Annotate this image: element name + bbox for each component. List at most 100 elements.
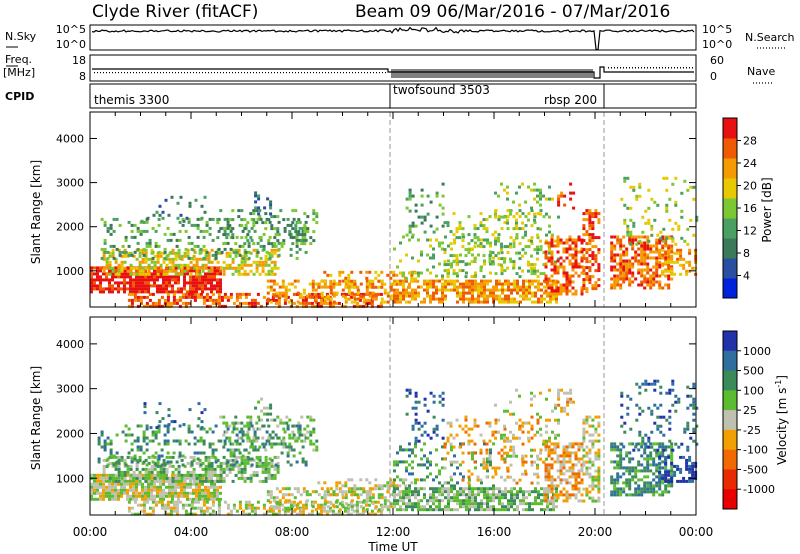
velocity-cell: [153, 479, 156, 483]
power-cell: [187, 235, 191, 239]
velocity-cell: [438, 493, 441, 497]
power-cell: [235, 235, 239, 239]
power-cell: [543, 291, 546, 295]
power-cell: [244, 253, 248, 257]
velocity-cell: [208, 442, 212, 446]
power-cell: [501, 297, 504, 301]
power-cell: [477, 297, 480, 301]
power-cell: [582, 281, 586, 285]
velocity-cell: [117, 494, 120, 498]
velocity-cell: [214, 424, 218, 428]
power-cell: [507, 282, 510, 286]
power-cell: [216, 218, 220, 222]
power-cell: [168, 257, 172, 261]
power-cell: [293, 285, 297, 289]
power-cell: [462, 300, 465, 304]
power-cell: [426, 238, 429, 242]
power-cell: [151, 304, 155, 308]
velocity-cell: [250, 463, 254, 467]
velocity-cell: [141, 485, 144, 489]
velocity-cell: [223, 442, 227, 446]
velocity-cell: [240, 467, 244, 471]
power-cell: [284, 291, 288, 295]
power-cell: [145, 244, 149, 248]
power-cell: [616, 268, 620, 272]
power-cell: [151, 292, 155, 296]
power-cell: [196, 235, 200, 239]
nave-dot: [355, 72, 356, 74]
velocity-cell: [393, 502, 396, 506]
power-cell: [408, 285, 411, 289]
power-cell: [470, 260, 474, 264]
power-cell: [189, 281, 192, 285]
power-cell: [241, 244, 245, 248]
power-cell: [123, 290, 126, 294]
power-cell: [483, 291, 486, 295]
velocity-cell: [190, 503, 194, 507]
power-cell: [405, 233, 409, 237]
power-cell: [534, 279, 537, 283]
velocity-cell: [464, 430, 468, 434]
power-cell: [673, 260, 677, 264]
power-cell: [661, 235, 665, 239]
velocity-cell: [168, 494, 171, 498]
velocity-cell: [371, 487, 375, 491]
power-cell: [494, 212, 497, 216]
velocity-cell: [489, 508, 492, 512]
power-cell: [253, 229, 257, 233]
power-cell: [503, 260, 506, 264]
y-tick-label: 4000: [56, 132, 84, 145]
power-cell: [270, 227, 274, 231]
power-x-ticks: [89, 112, 697, 307]
power-cell: [159, 251, 163, 255]
power-cell: [192, 284, 195, 288]
velocity-cell: [165, 479, 168, 483]
velocity-cell: [305, 493, 309, 497]
power-cell: [301, 235, 305, 239]
velocity-cell: [163, 433, 167, 437]
power-cell: [610, 235, 614, 239]
velocity-cell: [250, 457, 254, 461]
velocity-cell: [169, 509, 173, 513]
power-cell: [629, 218, 633, 222]
power-cell: [429, 282, 432, 286]
power-cell: [652, 283, 656, 287]
velocity-cell: [201, 473, 205, 477]
velocity-cell: [408, 490, 411, 494]
power-cell: [662, 227, 666, 231]
velocity-cell: [267, 473, 271, 477]
power-cell: [138, 269, 142, 273]
power-cell: [138, 251, 142, 255]
velocity-cell: [135, 473, 138, 477]
velocity-cell: [453, 493, 456, 497]
velocity-cell: [486, 505, 489, 509]
power-cell: [591, 239, 595, 243]
velocity-cell: [356, 496, 360, 500]
power-cell: [350, 270, 354, 274]
velocity-cell: [467, 451, 471, 455]
power-cell: [194, 198, 198, 202]
velocity-cell: [301, 506, 305, 510]
power-cell: [506, 266, 509, 270]
power-cell: [550, 250, 554, 254]
power-cell: [568, 259, 572, 263]
velocity-cell: [170, 420, 174, 424]
velocity-cell: [97, 436, 101, 440]
power-cell: [240, 236, 244, 240]
power-cell: [288, 233, 292, 237]
power-cell: [393, 297, 396, 301]
power-cell: [172, 232, 176, 236]
power-cell: [497, 218, 501, 222]
power-cell: [443, 260, 447, 264]
velocity-cell: [446, 439, 450, 443]
power-cell: [677, 227, 681, 231]
power-cell: [352, 292, 356, 296]
velocity-cell: [483, 508, 486, 512]
power-cell: [312, 212, 316, 216]
velocity-cell: [147, 482, 150, 486]
power-cell: [177, 251, 181, 255]
power-cell: [450, 282, 453, 286]
power-cell: [408, 300, 411, 304]
velocity-cell: [163, 442, 167, 446]
power-cell: [258, 263, 262, 267]
